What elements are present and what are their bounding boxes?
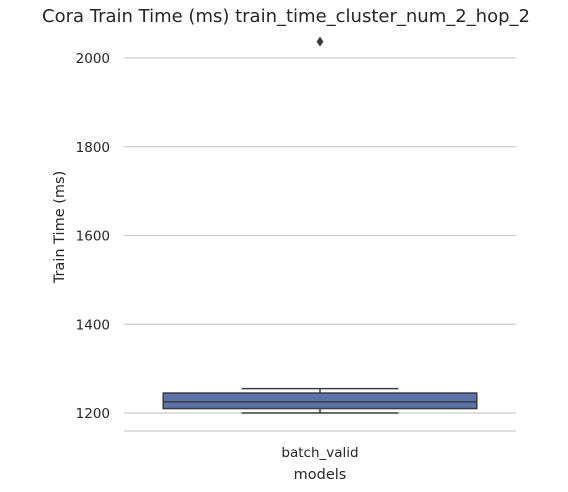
box-iqr (162, 392, 478, 410)
y-tick-labels: 1200 1400 1600 1800 2000 (76, 51, 110, 422)
y-tick-label: 1800 (76, 140, 110, 156)
x-axis-label: models (294, 467, 347, 483)
y-tick-label: 1200 (76, 406, 110, 422)
y-axis-label: Train Time (ms) (52, 171, 68, 285)
y-tick-label: 1400 (76, 317, 110, 333)
x-tick-label: batch_valid (281, 445, 358, 461)
box-group (162, 36, 478, 414)
y-gridlines (124, 57, 516, 414)
x-tick-labels: batch_valid (281, 445, 358, 461)
outlier-point (316, 36, 324, 47)
chart-title: Cora Train Time (ms) train_time_cluster_… (42, 6, 530, 27)
y-tick-label: 1600 (76, 229, 110, 245)
y-tick-label: 2000 (76, 51, 110, 67)
